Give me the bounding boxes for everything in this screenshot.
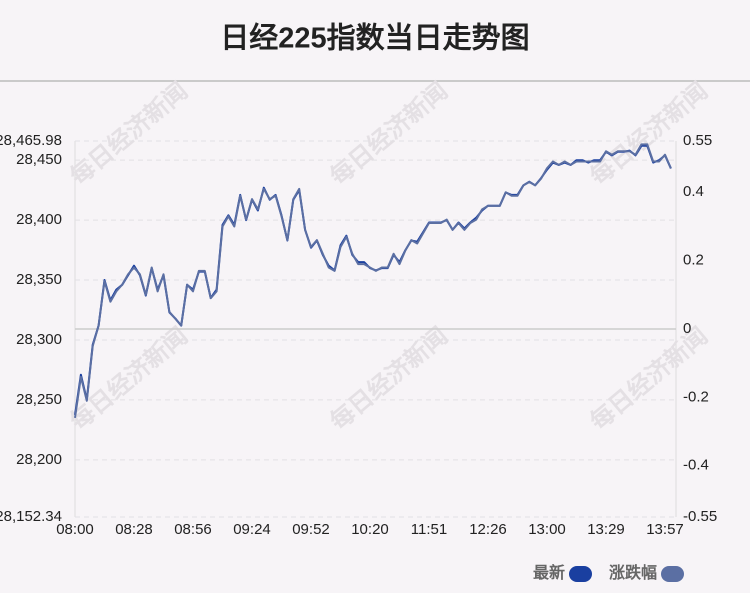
y-tick-label: 28,200	[16, 451, 62, 468]
legend-swatch	[661, 566, 684, 582]
y-tick-label: 28,450	[16, 151, 62, 168]
y2-tick-label: -0.2	[683, 388, 709, 405]
x-tick-label: 10:20	[351, 521, 389, 538]
x-tick-label: 09:52	[292, 521, 330, 538]
y2-tick-label: 0.4	[683, 183, 704, 200]
x-tick-label: 12:26	[469, 521, 507, 538]
x-tick-label: 11:51	[411, 521, 447, 538]
y-tick-label: 28,152.34	[0, 508, 62, 525]
x-tick-label: 13:57	[646, 521, 684, 538]
y2-tick-label: 0.2	[683, 252, 704, 269]
legend-label: 最新	[533, 563, 565, 582]
y2-tick-label: 0	[683, 320, 691, 337]
y-tick-label: 28,350	[16, 271, 62, 288]
line-series	[74, 143, 672, 419]
x-tick-label: 13:29	[587, 521, 625, 538]
chart-title: 日经225指数当日走势图	[220, 21, 529, 55]
legend-label: 涨跌幅	[609, 563, 657, 582]
x-tick-label: 09:24	[233, 521, 271, 538]
y-tick-label: 28,250	[16, 391, 62, 408]
x-tick-label: 13:00	[528, 521, 566, 538]
y-tick-label: 28,400	[16, 211, 62, 228]
y-tick-label: 28,300	[16, 331, 62, 348]
x-tick-label: 08:00	[56, 521, 94, 538]
y2-tick-label: -0.4	[683, 457, 709, 474]
x-tick-label: 08:56	[174, 521, 212, 538]
legend-swatch	[569, 566, 592, 582]
y2-tick-label: 0.55	[683, 132, 712, 149]
y2-tick-label: -0.55	[683, 508, 717, 525]
y-tick-label: 28,465.98	[0, 132, 62, 149]
x-tick-label: 08:28	[115, 521, 153, 538]
